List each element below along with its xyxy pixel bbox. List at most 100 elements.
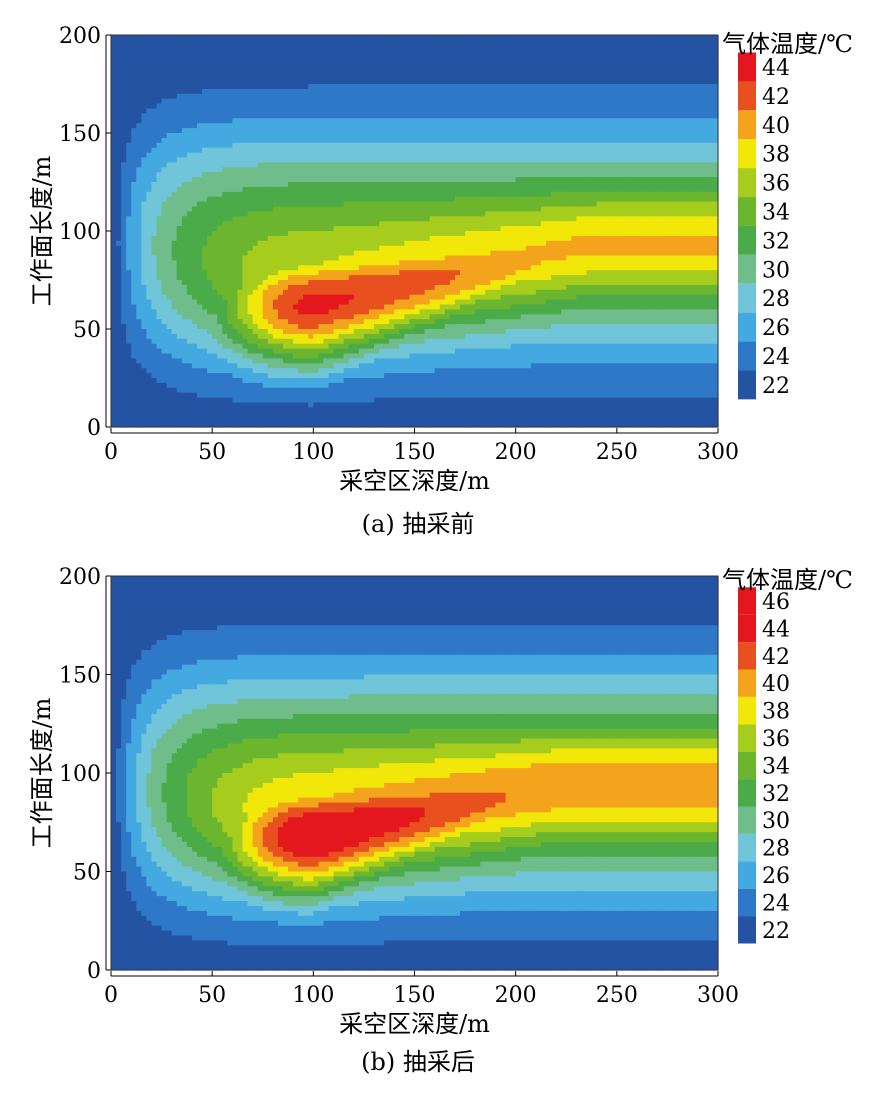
contour-cell: [186, 93, 193, 100]
contour-cell: [171, 260, 178, 266]
contour-cell: [257, 206, 264, 212]
contour-cell: [272, 382, 279, 389]
contour-cell: [358, 270, 365, 276]
contour-cell: [111, 363, 117, 369]
contour-cell: [267, 59, 274, 65]
contour-cell: [232, 147, 239, 154]
contour-cell: [141, 309, 148, 315]
contour-cell: [293, 191, 299, 198]
contour-cell: [409, 348, 416, 355]
contour-cell: [262, 329, 269, 335]
contour-cell: [136, 373, 142, 379]
contour-cell: [384, 79, 390, 85]
contour-cell: [298, 368, 304, 374]
contour-cell: [277, 289, 284, 296]
contour-cell: [232, 191, 239, 198]
contour-cell: [282, 275, 289, 281]
contour-cell: [333, 206, 340, 212]
contour-cell: [191, 378, 198, 384]
contour-cell: [202, 412, 208, 418]
contour-cell: [363, 309, 370, 315]
contour-cell: [181, 44, 188, 51]
contour-cell: [277, 157, 284, 163]
contour-cell: [374, 118, 380, 124]
contour-cell: [394, 353, 400, 359]
contour-cell: [298, 206, 304, 212]
contour-cell: [272, 206, 279, 212]
contour-cell: [363, 231, 370, 237]
contour-cell: [424, 177, 431, 183]
contour-cell: [257, 196, 264, 203]
contour-cell: [353, 368, 360, 374]
contour-cell: [151, 240, 158, 247]
contour-cell: [288, 324, 294, 330]
contour-cell: [171, 250, 178, 257]
contour-cell: [207, 152, 213, 159]
contour-cell: [207, 422, 213, 428]
contour-cell: [419, 333, 426, 340]
contour-cell: [161, 348, 168, 355]
contour-cell: [131, 348, 137, 355]
contour-cell: [161, 402, 168, 408]
contour-cell: [242, 196, 249, 203]
contour-cell: [156, 186, 163, 193]
contour-cell: [348, 226, 355, 232]
contour-cell: [348, 363, 355, 369]
contour-cell: [156, 373, 163, 379]
contour-cell: [272, 172, 279, 178]
contour-cell: [181, 402, 188, 408]
contour-cell: [348, 275, 355, 281]
contour-cell: [298, 289, 304, 296]
contour-cell: [328, 260, 335, 266]
contour-cell: [318, 216, 325, 222]
contour-cell: [156, 123, 163, 129]
contour-cell: [131, 412, 137, 418]
contour-cell: [217, 235, 223, 242]
contour-cell: [217, 407, 223, 413]
contour-cell: [257, 186, 264, 193]
contour-cell: [232, 299, 239, 306]
contour-cell: [176, 314, 183, 320]
contour-cell: [272, 74, 279, 80]
contour-cell: [131, 270, 137, 276]
contour-cell: [303, 84, 309, 90]
contour-cell: [389, 250, 395, 257]
contour-cell: [202, 255, 208, 261]
contour-cell: [166, 191, 173, 198]
contour-field: [111, 35, 719, 428]
contour-cell: [404, 108, 411, 114]
contour-cell: [404, 265, 411, 271]
contour-cell: [146, 299, 153, 306]
contour-cell: [404, 44, 411, 51]
contour-cell: [394, 231, 400, 237]
contour-cell: [282, 373, 289, 379]
contour-cell: [272, 270, 279, 276]
contour-cell: [343, 128, 350, 134]
contour-cell: [262, 186, 269, 193]
contour-cell: [363, 108, 370, 114]
contour-cell: [166, 182, 173, 188]
contour-cell: [111, 221, 117, 227]
contour-cell: [176, 98, 183, 105]
contour-cell: [267, 186, 274, 193]
contour-cell: [379, 39, 385, 46]
contour-cell: [176, 49, 183, 56]
contour-cell: [343, 211, 350, 217]
contour-cell: [394, 265, 400, 271]
contour-cell: [166, 88, 173, 95]
contour-cell: [242, 363, 249, 369]
contour-cell: [227, 378, 233, 384]
contour-cell: [207, 353, 213, 359]
contour-cell: [131, 74, 137, 80]
contour-cell: [111, 240, 117, 247]
contour-cell: [181, 289, 188, 296]
contour-cell: [232, 103, 239, 110]
contour-cell: [171, 299, 178, 306]
contour-cell: [389, 265, 395, 271]
contour-cell: [409, 142, 416, 149]
contour-cell: [374, 368, 380, 374]
contour-cell: [419, 358, 426, 364]
contour-cell: [222, 294, 228, 301]
contour-cell: [338, 84, 345, 90]
contour-cell: [252, 152, 259, 159]
